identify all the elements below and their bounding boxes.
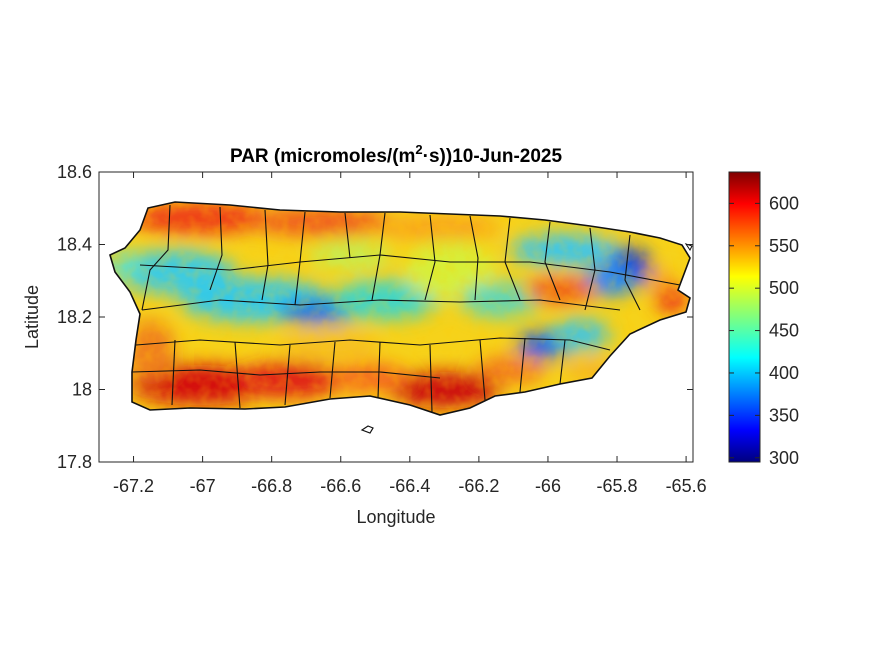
municipal-boundaries <box>131 204 681 413</box>
colorbar-tick-label: 550 <box>769 236 799 256</box>
x-tick-label: -67 <box>190 476 216 496</box>
colorbar-tick-label: 400 <box>769 363 799 383</box>
y-tick-label: 18.6 <box>57 162 92 182</box>
x-axis-label: Longitude <box>356 507 435 527</box>
colorbar-tick-label: 600 <box>769 193 799 213</box>
par-heatmap <box>110 202 690 415</box>
colorbar-tick-label: 450 <box>769 321 799 341</box>
title-superscript: 2 <box>415 142 422 157</box>
colorbar-tick-label: 300 <box>769 448 799 468</box>
colorbar-tick-label: 500 <box>769 278 799 298</box>
small-island <box>360 425 374 434</box>
colorbar <box>728 171 761 463</box>
x-tick-label: -65.8 <box>597 476 638 496</box>
x-tick-label: -67.2 <box>113 476 154 496</box>
x-tick-label: -66.6 <box>320 476 361 496</box>
y-tick-label: 17.8 <box>57 452 92 472</box>
chart-title: PAR (micromoles/(m2·s))10-Jun-2025 <box>230 142 563 167</box>
y-tick-label: 18.2 <box>57 307 92 327</box>
title-prefix: PAR (micromoles/(m <box>230 146 415 167</box>
colorbar-ticks: 300 350 400 450 500 550 600 <box>729 193 799 468</box>
y-tick-label: 18 <box>72 380 92 400</box>
x-tick-label: -66 <box>535 476 561 496</box>
y-axis-label: Latitude <box>22 285 42 349</box>
x-tick-label: -66.2 <box>458 476 499 496</box>
x-tick-label: -66.8 <box>251 476 292 496</box>
x-axis: -67.2 -67 -66.8 -66.6 -66.4 -66.2 -66 -65.8 -65.… <box>113 172 707 496</box>
y-tick-label: 18.4 <box>57 235 92 255</box>
colorbar-tick-label: 350 <box>769 405 799 425</box>
x-tick-label: -65.6 <box>666 476 707 496</box>
title-suffix: ·s))10-Jun-2025 <box>423 146 563 167</box>
x-tick-label: -66.4 <box>389 476 430 496</box>
y-axis: 17.8 18 18.2 18.4 18.6 <box>57 162 693 472</box>
